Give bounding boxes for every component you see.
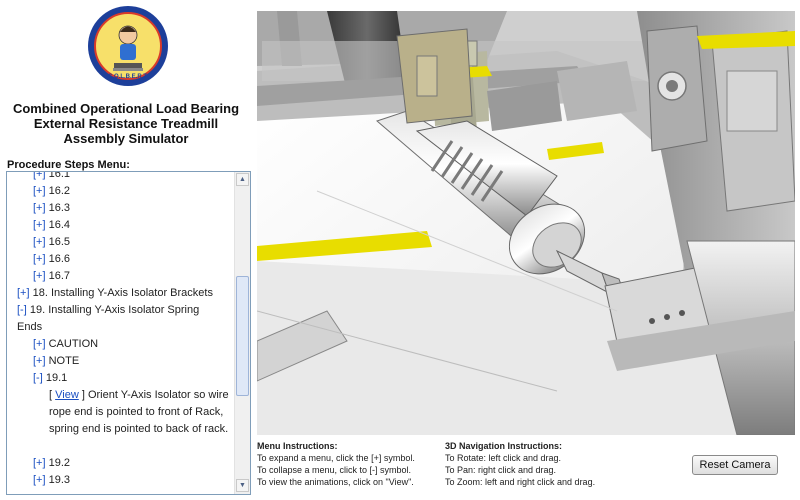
nav-instructions-title: 3D Navigation Instructions:	[445, 441, 563, 451]
scroll-thumb[interactable]	[236, 276, 249, 396]
yellow-marker	[697, 31, 795, 49]
tree-item-label: 19.2	[48, 457, 71, 469]
expand-toggle[interactable]: [+]	[33, 457, 46, 469]
colbert-logo: C.O.L.B.E.R.T.	[88, 6, 168, 86]
tree-item-label: 16.6	[48, 253, 71, 265]
scroll-down-button[interactable]: ▼	[236, 479, 249, 492]
tree-item-16-2: [+] 16.2	[33, 183, 70, 200]
tree-item-16-4: [+] 16.4	[33, 217, 70, 234]
menu-instruction-line: To expand a menu, click the [+] symbol.	[257, 453, 415, 463]
expand-toggle[interactable]: [+]	[33, 236, 46, 248]
collapse-toggle[interactable]: [-]	[33, 372, 43, 384]
tree-item-16-6: [+] 16.6	[33, 251, 70, 268]
tree-item-label: 16.7	[48, 270, 71, 282]
navigation-instructions: 3D Navigation Instructions: To Rotate: l…	[445, 440, 595, 488]
tree-item-label: CAUTION	[48, 338, 99, 350]
tree-item-16-7: [+] 16.7	[33, 268, 70, 285]
tree-item-19-3: [+] 19.3	[33, 472, 70, 489]
tree-item-label: 16.4	[48, 219, 71, 231]
menu-instructions: Menu Instructions: To expand a menu, cli…	[257, 440, 415, 488]
tree-item-19-2: [+] 19.2	[33, 455, 70, 472]
tree-item-label: 19.3	[48, 474, 71, 486]
collapse-toggle[interactable]: [-]	[17, 304, 27, 316]
expand-toggle[interactable]: [+]	[33, 172, 46, 180]
tree-item-label: 18. Installing Y-Axis Isolator Brackets	[32, 287, 213, 299]
tree-item-label: NOTE	[48, 355, 80, 367]
tree-item-caution: [+] CAUTION	[33, 336, 98, 353]
nav-instruction-line: To Rotate: left click and drag.	[445, 453, 562, 463]
nav-instruction-line: To Zoom: left and right click and drag.	[445, 477, 596, 487]
treadmill-assembly-render	[257, 11, 795, 435]
reset-camera-button[interactable]: Reset Camera	[692, 455, 778, 475]
tree-item-label: 16.1	[48, 172, 71, 180]
tree-item-label: 19.1	[45, 372, 68, 384]
yellow-marker	[257, 231, 432, 261]
app-title-line-2: External Resistance Treadmill	[33, 116, 219, 131]
tree-item-18: [+] 18. Installing Y-Axis Isolator Brack…	[17, 285, 213, 302]
step-19-1-detail: [ View ] Orient Y-Axis Isolator so wire …	[49, 387, 229, 438]
tree-item-16-1: [+] 16.1	[33, 172, 70, 183]
left-panel: C.O.L.B.E.R.T. Combined Operational Load…	[0, 0, 252, 500]
menu-instruction-line: To view the animations, click on "View".	[257, 477, 414, 487]
tree-item-label: 16.5	[48, 236, 71, 248]
app-title: Combined Operational Load Bearing Extern…	[0, 101, 252, 146]
step-bracket: [	[49, 389, 53, 401]
expand-toggle[interactable]: [+]	[33, 270, 46, 282]
app-title-line-1: Combined Operational Load Bearing	[12, 101, 240, 116]
tree-item-label: 16.2	[48, 185, 71, 197]
menu-instructions-title: Menu Instructions:	[257, 441, 338, 451]
expand-toggle[interactable]: [+]	[33, 202, 46, 214]
scroll-up-button[interactable]: ▲	[236, 173, 249, 186]
expand-toggle[interactable]: [+]	[33, 253, 46, 265]
procedure-steps-tree[interactable]: [+] 16.1 [+] 16.2 [+] 16.3 [+] 16.4 [+] …	[6, 171, 251, 495]
tree-item-note: [+] NOTE	[33, 353, 79, 370]
expand-toggle[interactable]: [+]	[33, 185, 46, 197]
tree-scrollbar[interactable]: ▲ ▼	[234, 172, 250, 494]
step-instruction-text: ] Orient Y-Axis Isolator so wire rope en…	[49, 389, 229, 435]
yellow-marker	[547, 142, 604, 160]
view-animation-link[interactable]: View	[55, 389, 79, 401]
tree-item-19-1: [-] 19.1	[33, 370, 67, 387]
tree-item-19: [-] 19. Installing Y-Axis Isolator Sprin…	[17, 302, 217, 336]
expand-toggle[interactable]: [+]	[33, 219, 46, 231]
procedure-menu-label: Procedure Steps Menu:	[7, 159, 130, 171]
menu-instruction-line: To collapse a menu, click to [-] symbol.	[257, 465, 412, 475]
app-title-line-3: Assembly Simulator	[63, 131, 189, 146]
expand-toggle[interactable]: [+]	[33, 338, 46, 350]
tree-item-16-5: [+] 16.5	[33, 234, 70, 251]
expand-toggle[interactable]: [+]	[17, 287, 30, 299]
3d-viewport[interactable]	[257, 11, 795, 435]
logo-text: C.O.L.B.E.R.T.	[108, 74, 148, 80]
expand-toggle[interactable]: [+]	[33, 474, 46, 486]
tree-item-16-3: [+] 16.3	[33, 200, 70, 217]
tree-item-label: 19. Installing Y-Axis Isolator Spring En…	[17, 304, 200, 333]
nav-instruction-line: To Pan: right click and drag.	[445, 465, 557, 475]
tree-item-label: 16.3	[48, 202, 71, 214]
expand-toggle[interactable]: [+]	[33, 355, 46, 367]
tree-content: [+] 16.1 [+] 16.2 [+] 16.3 [+] 16.4 [+] …	[7, 172, 235, 494]
